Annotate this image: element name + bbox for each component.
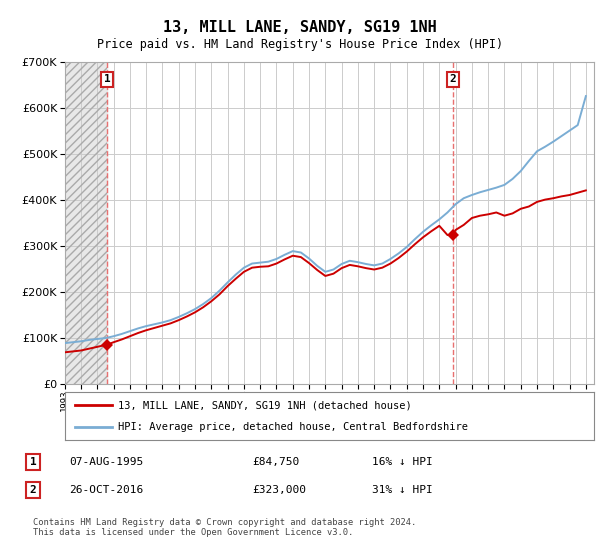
Text: 2: 2 [29, 485, 37, 495]
Text: 26-OCT-2016: 26-OCT-2016 [69, 485, 143, 495]
Text: 07-AUG-1995: 07-AUG-1995 [69, 457, 143, 467]
Text: 2: 2 [449, 74, 456, 85]
Text: 13, MILL LANE, SANDY, SG19 1NH: 13, MILL LANE, SANDY, SG19 1NH [163, 20, 437, 35]
Text: HPI: Average price, detached house, Central Bedfordshire: HPI: Average price, detached house, Cent… [118, 422, 468, 432]
Text: 1: 1 [104, 74, 110, 85]
Text: 31% ↓ HPI: 31% ↓ HPI [372, 485, 433, 495]
Text: 13, MILL LANE, SANDY, SG19 1NH (detached house): 13, MILL LANE, SANDY, SG19 1NH (detached… [118, 400, 412, 410]
Text: Price paid vs. HM Land Registry's House Price Index (HPI): Price paid vs. HM Land Registry's House … [97, 38, 503, 51]
Text: £84,750: £84,750 [252, 457, 299, 467]
Text: 1: 1 [29, 457, 37, 467]
Text: £323,000: £323,000 [252, 485, 306, 495]
Bar [65, 62, 107, 384]
Text: 16% ↓ HPI: 16% ↓ HPI [372, 457, 433, 467]
Text: Contains HM Land Registry data © Crown copyright and database right 2024.
This d: Contains HM Land Registry data © Crown c… [33, 518, 416, 538]
Bar [65, 62, 107, 384]
